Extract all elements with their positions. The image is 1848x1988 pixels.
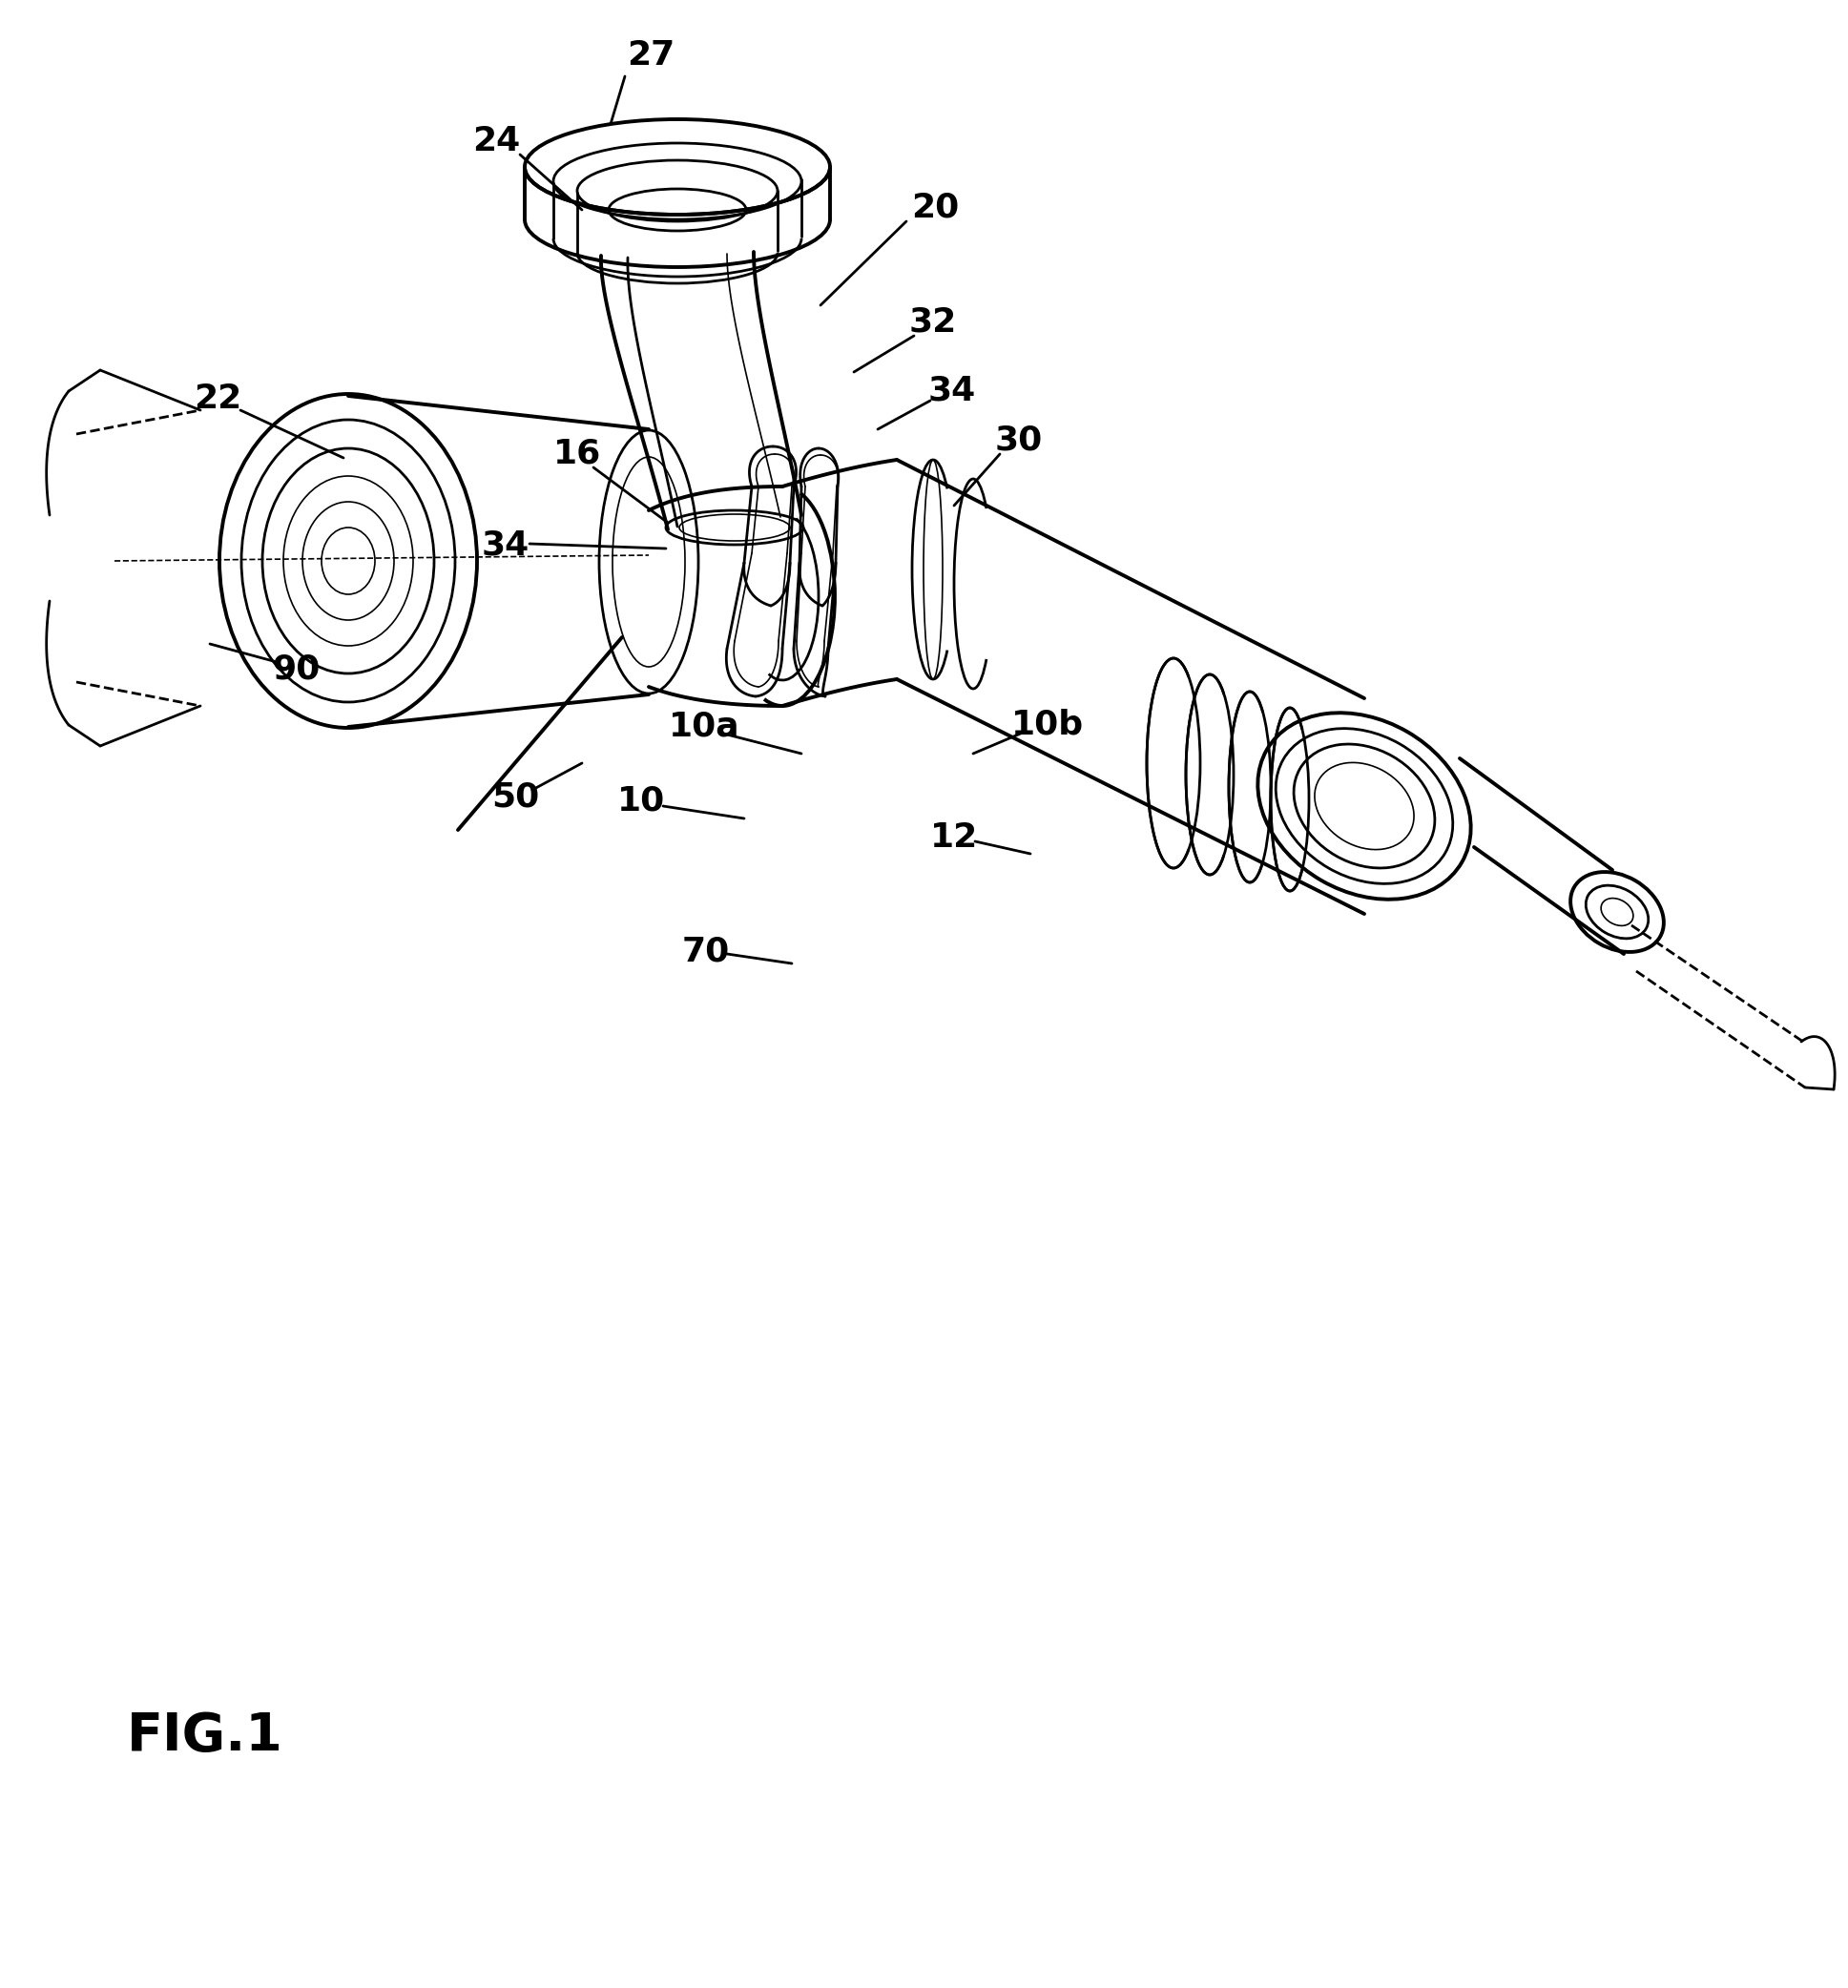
Text: 90: 90 [272, 654, 320, 686]
Text: 70: 70 [682, 936, 730, 968]
Text: 22: 22 [194, 382, 242, 415]
Text: 32: 32 [909, 306, 957, 338]
Text: 30: 30 [994, 425, 1042, 457]
Text: 12: 12 [930, 821, 978, 853]
Text: 10: 10 [617, 785, 665, 817]
Text: 27: 27 [626, 40, 675, 72]
Text: 16: 16 [553, 437, 601, 469]
Text: 34: 34 [482, 529, 530, 563]
Text: 50: 50 [492, 781, 540, 813]
Text: FIG.1: FIG.1 [128, 1710, 283, 1761]
Text: 24: 24 [471, 125, 519, 157]
Text: 10b: 10b [1011, 710, 1085, 742]
Text: 20: 20 [911, 191, 959, 225]
Text: 34: 34 [928, 376, 976, 408]
Text: 10a: 10a [669, 710, 739, 744]
